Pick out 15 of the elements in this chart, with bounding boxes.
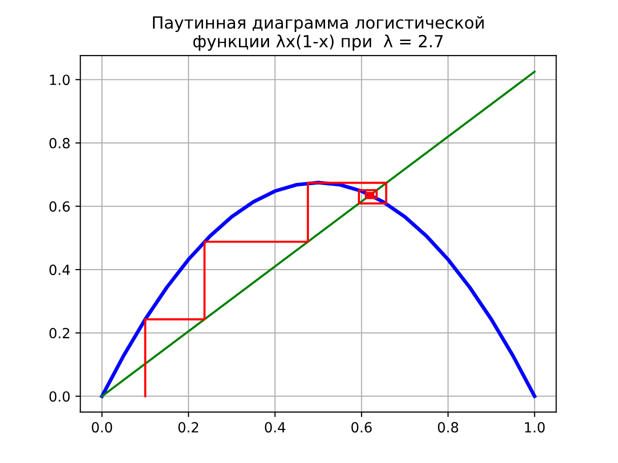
y-tick-label: 0.4 [49, 264, 70, 276]
x-tick-label: 0.6 [351, 422, 372, 433]
x-tick-label: 0.4 [264, 422, 286, 433]
line-series [144, 182, 388, 398]
y-tick-label: 0.0 [49, 391, 70, 402]
x-tick-label: 0.2 [178, 422, 198, 433]
line-series [100, 180, 536, 398]
y-tick-label: 0.2 [49, 328, 70, 338]
y-tick-label: 0.8 [49, 138, 70, 148]
chart-title: Паутинная диаграмма логистической функции λx(1-x) при λ = 2.7 [153, 16, 484, 51]
x-tick-label: 0.8 [438, 422, 458, 433]
y-tick-label: 0.6 [49, 201, 70, 212]
y-tick-label: 1.0 [50, 74, 70, 86]
x-tick-label: 0.0 [92, 422, 112, 433]
x-tick-label: 1.0 [525, 422, 545, 433]
